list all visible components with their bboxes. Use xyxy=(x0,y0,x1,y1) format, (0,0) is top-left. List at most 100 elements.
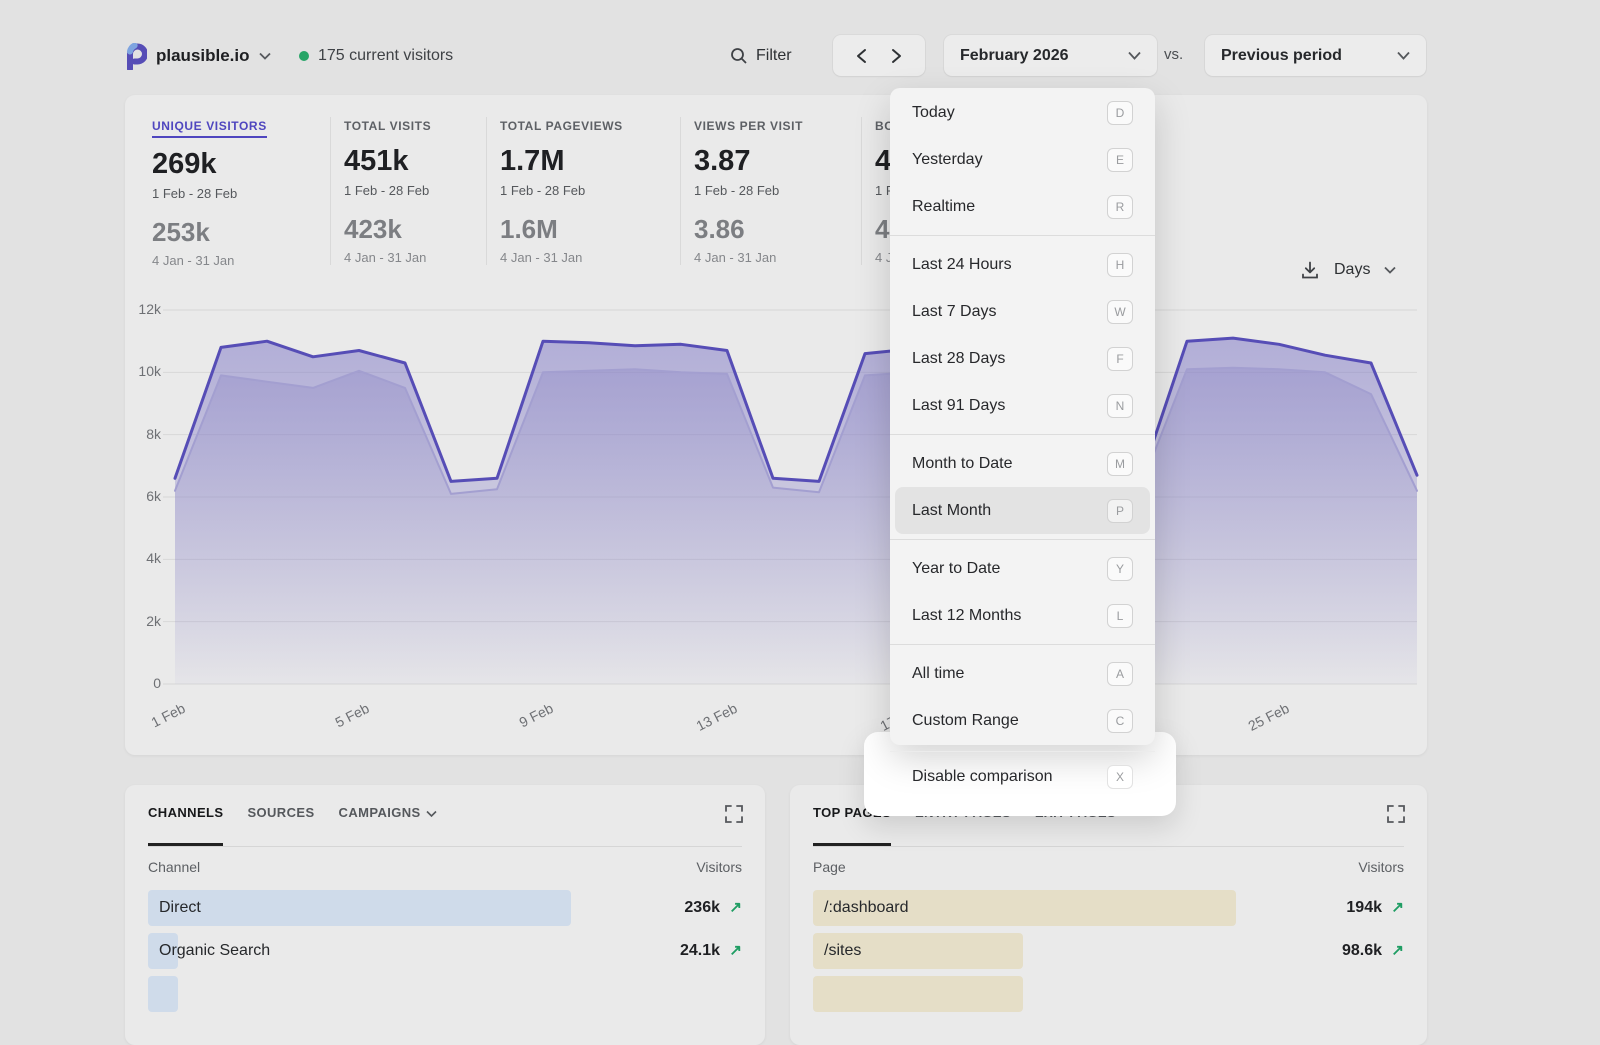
shortcut-badge: P xyxy=(1107,499,1133,523)
chart-area-previous xyxy=(175,368,1417,684)
stat-metric-total-visits[interactable]: TOTAL VISITS451k1 Feb - 28 Feb423k4 Jan … xyxy=(330,117,486,265)
tab-channels[interactable]: CHANNELS xyxy=(148,805,223,823)
table-row[interactable]: Direct236k↗ xyxy=(148,890,742,926)
shortcut-badge: W xyxy=(1107,300,1133,324)
chart-line-previous xyxy=(175,368,1417,494)
shortcut-badge: C xyxy=(1107,709,1133,733)
trend-arrow-icon: ↗ xyxy=(729,941,742,959)
stat-metric-views-per-visit[interactable]: VIEWS PER VISIT3.871 Feb - 28 Feb3.864 J… xyxy=(680,117,861,265)
tab-campaigns[interactable]: CAMPAIGNS xyxy=(339,805,437,823)
comparison-picker[interactable]: Previous period xyxy=(1205,35,1426,76)
table-row[interactable]: Organic Search24.1k↗ xyxy=(148,933,742,969)
chevron-down-icon xyxy=(1384,266,1396,274)
site-name: plausible.io xyxy=(156,46,250,66)
menu-divider xyxy=(890,539,1155,540)
menu-item-label: Custom Range xyxy=(912,712,1019,730)
stat-label: VIEWS PER VISIT xyxy=(694,119,803,133)
stat-prev-value: 423k xyxy=(344,214,472,245)
trend-arrow-icon: ↗ xyxy=(1391,941,1404,959)
table-row[interactable] xyxy=(148,976,742,1012)
tab-sources[interactable]: SOURCES xyxy=(247,805,314,823)
menu-item-last-month[interactable]: Last MonthP xyxy=(895,487,1150,534)
shortcut-badge: N xyxy=(1107,394,1133,418)
menu-item-label: Yesterday xyxy=(912,151,983,169)
row-value: 236k xyxy=(684,899,720,917)
vs-label: vs. xyxy=(1164,46,1183,63)
date-range-picker[interactable]: February 2026 xyxy=(944,35,1157,76)
expand-icon[interactable] xyxy=(725,805,743,823)
stat-metric-unique-visitors[interactable]: UNIQUE VISITORS269k1 Feb - 28 Feb253k4 J… xyxy=(152,117,330,268)
row-label: /:dashboard xyxy=(824,899,909,917)
interval-control: Days xyxy=(1300,260,1396,280)
menu-item-label: Realtime xyxy=(912,198,975,216)
menu-item-last-91-days[interactable]: Last 91 DaysN xyxy=(890,382,1155,429)
menu-item-label: Last 7 Days xyxy=(912,303,996,321)
menu-divider xyxy=(890,434,1155,435)
shortcut-badge: F xyxy=(1107,347,1133,371)
chevron-down-icon xyxy=(1128,51,1141,60)
menu-item-today[interactable]: TodayD xyxy=(890,89,1155,136)
stat-prev-value: 1.6M xyxy=(500,214,666,245)
current-visitors-label: 175 current visitors xyxy=(318,47,453,65)
stat-metric-total-pageviews[interactable]: TOTAL PAGEVIEWS1.7M1 Feb - 28 Feb1.6M4 J… xyxy=(486,117,680,265)
col-header-right: Visitors xyxy=(696,859,742,875)
menu-item-yesterday[interactable]: Yesterday E xyxy=(890,136,1155,183)
x-tick-label: 25 Feb xyxy=(1229,700,1292,742)
arrow-right-icon[interactable] xyxy=(891,48,902,64)
menu-item-realtime[interactable]: RealtimeR xyxy=(890,183,1155,230)
menu-item-label: Last 12 Months xyxy=(912,607,1021,625)
shortcut-badge: A xyxy=(1107,662,1133,686)
stat-prev-value: 253k xyxy=(152,217,316,248)
y-tick-label: 0 xyxy=(127,675,161,691)
menu-item-last-12-months[interactable]: Last 12 MonthsL xyxy=(890,592,1155,639)
shortcut-badge: E xyxy=(1107,148,1133,172)
table-row[interactable]: /:dashboard194k↗ xyxy=(813,890,1404,926)
filter-label: Filter xyxy=(756,47,792,65)
menu-item-month-to-date[interactable]: Month to DateM xyxy=(890,440,1155,487)
x-tick-label: 1 Feb xyxy=(125,700,188,742)
stat-value: 269k xyxy=(152,148,316,181)
y-tick-label: 2k xyxy=(127,613,161,629)
table-row[interactable] xyxy=(813,976,1404,1012)
stat-label: UNIQUE VISITORS xyxy=(152,119,267,138)
stat-prev-period: 4 Jan - 31 Jan xyxy=(500,250,666,265)
site-switcher[interactable]: plausible.io xyxy=(125,38,271,74)
menu-item-last-7-days[interactable]: Last 7 Days W xyxy=(890,288,1155,335)
row-bar xyxy=(148,890,571,926)
row-bar xyxy=(148,976,178,1012)
plausible-logo-icon xyxy=(125,43,147,70)
menu-divider xyxy=(890,644,1155,645)
menu-item-last-28-days[interactable]: Last 28 DaysF xyxy=(890,335,1155,382)
date-range-menu: TodayDYesterdayERealtimeRLast 24 HoursHL… xyxy=(890,88,1155,745)
menu-item-all-time[interactable]: All timeA xyxy=(890,650,1155,697)
stat-prev-period: 4 Jan - 31 Jan xyxy=(694,250,847,265)
menu-item-disable-comparison[interactable]: Disable comparison X xyxy=(890,751,1155,801)
plausible-dashboard: { "header": { "site_name": "plausible.io… xyxy=(0,0,1600,995)
menu-item-label: Today xyxy=(912,104,955,122)
row-value: 194k xyxy=(1346,899,1382,917)
search-icon xyxy=(730,47,748,65)
menu-item-year-to-date[interactable]: Year to DateY xyxy=(890,545,1155,592)
arrow-left-icon[interactable] xyxy=(856,48,867,64)
menu-item-last-24-hours[interactable]: Last 24 HoursH xyxy=(890,241,1155,288)
stat-value: 451k xyxy=(344,145,472,178)
shortcut-badge: H xyxy=(1107,253,1133,277)
channels-columns: Channel Visitors xyxy=(148,859,742,875)
trend-arrow-icon: ↗ xyxy=(729,898,742,916)
stat-value: 1.7M xyxy=(500,145,666,178)
menu-item-custom-range[interactable]: Custom Range C xyxy=(890,697,1155,744)
shortcut-badge: M xyxy=(1107,452,1133,476)
y-tick-label: 12k xyxy=(127,301,161,317)
download-icon[interactable] xyxy=(1300,260,1320,280)
comparison-label: Previous period xyxy=(1221,47,1342,65)
y-tick-label: 4k xyxy=(127,550,161,566)
filter-button[interactable]: Filter xyxy=(730,38,792,74)
table-row[interactable]: /sites98.6k↗ xyxy=(813,933,1404,969)
expand-icon[interactable] xyxy=(1387,805,1405,823)
y-tick-label: 8k xyxy=(127,426,161,442)
stat-period: 1 Feb - 28 Feb xyxy=(152,186,316,201)
current-visitors[interactable]: 175 current visitors xyxy=(299,38,453,74)
interval-label[interactable]: Days xyxy=(1334,261,1370,279)
chart-line-current xyxy=(175,338,1417,481)
col-header-left: Page xyxy=(813,859,846,875)
